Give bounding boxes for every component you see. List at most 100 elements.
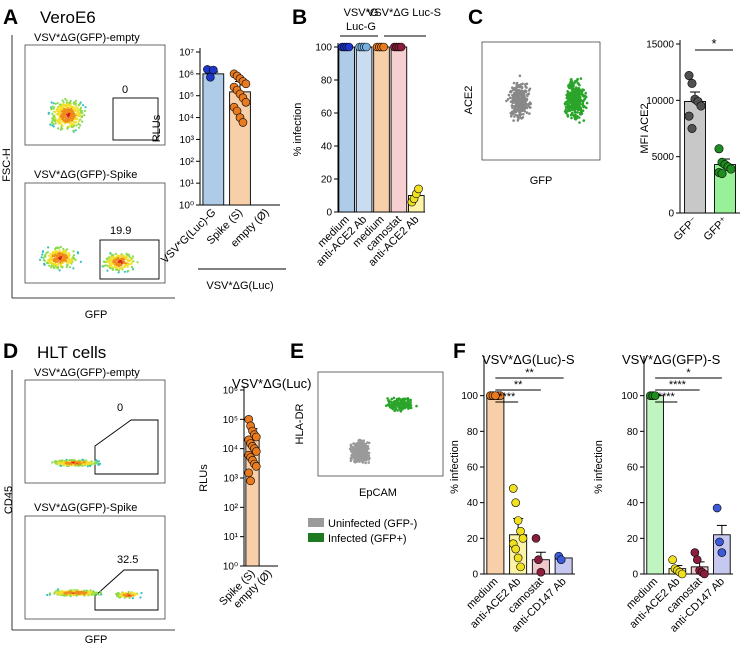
epcam-cell-uninfected bbox=[358, 443, 361, 446]
ace2-cell-gfp-neg bbox=[520, 117, 523, 120]
ace2-cell-gfp-pos bbox=[576, 93, 579, 97]
ace2-cell-gfp-neg bbox=[509, 111, 513, 115]
data-point bbox=[241, 97, 251, 107]
ace2-cell-gfp-neg bbox=[511, 86, 514, 89]
flow-cell bbox=[132, 255, 135, 258]
y-axis-label: RLUs bbox=[198, 464, 210, 492]
epcam-cell-uninfected bbox=[360, 454, 364, 457]
epcam-cell-infected bbox=[387, 399, 390, 403]
flow-cell bbox=[62, 101, 65, 104]
flow-cell bbox=[139, 596, 142, 599]
flow-cell bbox=[59, 464, 63, 467]
ace2-cell-gfp-pos bbox=[566, 115, 570, 118]
flow-cell bbox=[56, 254, 59, 257]
ace2-cell-gfp-pos bbox=[571, 83, 575, 86]
flow-cell bbox=[75, 461, 78, 464]
flow-cell bbox=[48, 261, 51, 264]
flow-cell bbox=[71, 114, 74, 117]
flow-cell bbox=[54, 461, 57, 464]
flow-cell bbox=[59, 256, 62, 259]
data-point bbox=[362, 42, 371, 52]
flow-cell bbox=[64, 250, 67, 253]
flow-cell bbox=[119, 266, 122, 269]
flow-cell bbox=[69, 261, 72, 264]
flow-cell bbox=[66, 263, 69, 267]
flow-cell bbox=[65, 265, 68, 269]
flow-d-top-gate-value: 0 bbox=[117, 402, 123, 414]
epcam-cell-uninfected bbox=[356, 453, 359, 456]
ace2-cell-gfp-neg bbox=[520, 89, 524, 93]
flow-cell bbox=[76, 107, 79, 110]
ace2-cell-gfp-pos bbox=[574, 118, 578, 121]
epcam-cell-infected bbox=[395, 403, 399, 406]
flow-cell bbox=[94, 460, 97, 463]
flow-cell bbox=[99, 462, 102, 465]
flow-a-top-title: VSV*ΔG(GFP)-empty bbox=[34, 32, 140, 44]
flow-cell bbox=[61, 590, 64, 593]
flow-cell bbox=[54, 102, 57, 105]
ace2-cell-gfp-pos bbox=[574, 107, 578, 110]
flow-cell bbox=[50, 101, 53, 104]
flow-cell bbox=[124, 265, 127, 268]
flow-cell bbox=[93, 594, 96, 597]
epcam-cell-uninfected bbox=[367, 451, 371, 455]
epcam-cell-uninfected bbox=[356, 455, 360, 458]
ace2-cell-gfp-pos bbox=[578, 111, 582, 115]
flow-cell bbox=[113, 256, 116, 259]
ace2-cell-gfp-pos bbox=[574, 104, 577, 107]
y-tick-label: 0 bbox=[632, 570, 638, 581]
flow-cell bbox=[58, 269, 61, 272]
ace2-cell-gfp-pos bbox=[576, 111, 579, 114]
y-tick-label: 10⁵ bbox=[179, 91, 194, 102]
flow-cell bbox=[74, 106, 77, 110]
ace2-cell-gfp-pos bbox=[573, 110, 577, 114]
ace2-cell-gfp-pos bbox=[573, 98, 577, 102]
flow-cell bbox=[75, 592, 78, 595]
sig-label: * bbox=[686, 367, 691, 379]
flow-cell bbox=[58, 117, 61, 120]
flow-cell bbox=[74, 129, 77, 132]
ace2-cell-gfp-neg bbox=[527, 105, 531, 108]
ace2-cell-gfp-pos bbox=[575, 90, 579, 94]
flow-cell bbox=[93, 592, 97, 595]
epcam-cell-uninfected bbox=[359, 446, 363, 450]
data-point bbox=[684, 71, 694, 81]
data-point bbox=[684, 111, 694, 121]
ace2-cell-gfp-pos bbox=[584, 95, 588, 99]
data-point bbox=[700, 569, 709, 579]
data-point bbox=[206, 72, 215, 82]
y-tick-label: 10³ bbox=[224, 474, 239, 485]
flow-cell bbox=[95, 592, 98, 595]
ace2-cell-gfp-neg bbox=[515, 98, 518, 102]
ace2-cell-gfp-pos bbox=[579, 77, 583, 80]
ace2-cell-gfp-pos bbox=[577, 82, 580, 85]
epcam-cell-uninfected bbox=[367, 447, 370, 450]
flow-cell bbox=[79, 260, 82, 263]
flow-cell bbox=[51, 112, 54, 115]
flow-cell bbox=[85, 462, 88, 465]
flow-cell bbox=[131, 268, 135, 271]
epcam-cell-uninfected bbox=[362, 458, 366, 462]
flow-cell bbox=[52, 262, 55, 265]
epcam-cell-uninfected bbox=[362, 447, 366, 450]
legend-e-swatch-infected bbox=[308, 533, 324, 542]
epcam-cell-uninfected bbox=[359, 456, 363, 460]
bar-0 bbox=[338, 46, 355, 213]
epcam-cell-uninfected bbox=[353, 460, 356, 463]
ace2-cell-gfp-neg bbox=[522, 112, 525, 116]
flow-cell bbox=[54, 246, 58, 250]
flow-cell bbox=[74, 121, 77, 124]
flow-cell bbox=[58, 249, 61, 252]
y-tick-label: 10¹ bbox=[180, 179, 195, 190]
flow-cell bbox=[61, 124, 64, 127]
chart-a-rlu: 10⁰10¹10²10³10⁴10⁵10⁶10⁷RLUsVSV*G(Luc)-G… bbox=[151, 48, 286, 292]
flow-cell bbox=[62, 461, 65, 464]
sig-label: **** bbox=[658, 391, 676, 403]
flow-cell bbox=[72, 250, 75, 253]
ace2-cell-gfp-neg bbox=[509, 114, 513, 118]
flow-cell bbox=[56, 266, 59, 269]
flow-cell bbox=[64, 108, 67, 112]
flow-cell bbox=[59, 261, 62, 264]
flow-cell bbox=[71, 122, 74, 126]
